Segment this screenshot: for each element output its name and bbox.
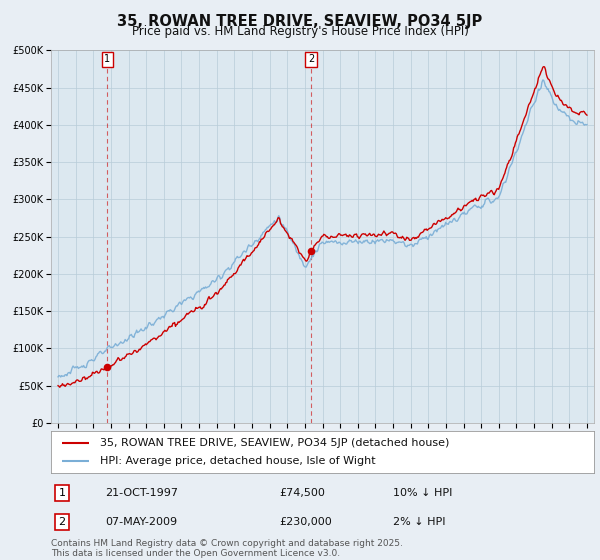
- Text: 2% ↓ HPI: 2% ↓ HPI: [393, 517, 446, 527]
- Text: HPI: Average price, detached house, Isle of Wight: HPI: Average price, detached house, Isle…: [100, 456, 376, 466]
- Text: 21-OCT-1997: 21-OCT-1997: [106, 488, 178, 498]
- Point: [306, 247, 316, 256]
- Text: £74,500: £74,500: [279, 488, 325, 498]
- Text: 10% ↓ HPI: 10% ↓ HPI: [393, 488, 452, 498]
- Text: 1: 1: [58, 488, 65, 498]
- Text: Contains HM Land Registry data © Crown copyright and database right 2025.
This d: Contains HM Land Registry data © Crown c…: [51, 539, 403, 558]
- Text: 35, ROWAN TREE DRIVE, SEAVIEW, PO34 5JP: 35, ROWAN TREE DRIVE, SEAVIEW, PO34 5JP: [118, 14, 482, 29]
- Text: £230,000: £230,000: [279, 517, 332, 527]
- Text: 1: 1: [104, 54, 110, 64]
- Point: [103, 363, 112, 372]
- Text: Price paid vs. HM Land Registry's House Price Index (HPI): Price paid vs. HM Land Registry's House …: [131, 25, 469, 38]
- Text: 07-MAY-2009: 07-MAY-2009: [106, 517, 178, 527]
- Text: 35, ROWAN TREE DRIVE, SEAVIEW, PO34 5JP (detached house): 35, ROWAN TREE DRIVE, SEAVIEW, PO34 5JP …: [100, 438, 449, 448]
- Text: 2: 2: [58, 517, 65, 527]
- Text: 2: 2: [308, 54, 314, 64]
